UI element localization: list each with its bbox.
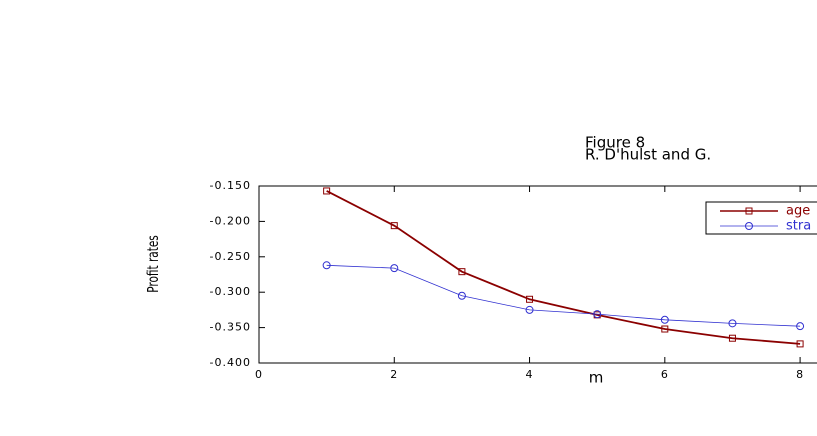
legend-box: [705, 201, 817, 235]
marker: [323, 187, 331, 195]
legend-marker: [745, 222, 753, 230]
legend-label: age: [786, 204, 810, 219]
marker: [525, 305, 534, 314]
chart-title: Figure 8: [585, 134, 645, 152]
y-axis-label: Profit rates: [145, 235, 162, 293]
series-line: [326, 190, 801, 345]
x-tick-label: 8: [796, 368, 804, 381]
marker: [458, 268, 466, 276]
series-line: [326, 264, 801, 327]
y-tick-label: -0.250: [210, 250, 251, 263]
y-tick-label: -0.200: [210, 214, 251, 227]
marker: [593, 310, 602, 319]
marker: [728, 319, 737, 328]
marker: [322, 261, 331, 270]
y-tick-label: -0.150: [210, 179, 251, 192]
chart-subtitle: R. D'hulst and G.: [585, 146, 711, 164]
marker: [390, 264, 399, 273]
x-tick-label: 4: [526, 368, 534, 381]
legend-label: stra: [786, 219, 811, 234]
marker: [728, 334, 736, 342]
x-tick-label: 0: [255, 368, 263, 381]
marker: [390, 222, 398, 230]
marker: [796, 322, 805, 331]
marker: [457, 291, 466, 300]
plot-frame: [258, 185, 817, 364]
y-tick-label: -0.400: [210, 356, 251, 369]
x-tick-label: 6: [661, 368, 669, 381]
marker: [660, 315, 669, 324]
x-tick-label: 2: [390, 368, 398, 381]
x-axis-label: m: [589, 369, 604, 387]
marker: [796, 340, 804, 348]
y-tick-label: -0.350: [210, 321, 251, 334]
legend-marker: [745, 207, 753, 215]
y-tick-label: -0.300: [210, 285, 251, 298]
marker: [661, 325, 669, 333]
marker: [526, 295, 534, 303]
